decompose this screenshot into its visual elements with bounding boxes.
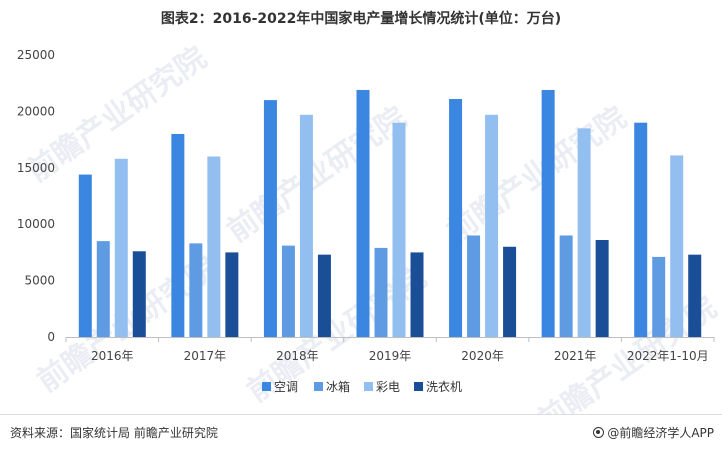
y-tick-label: 25000 — [17, 48, 55, 62]
bar-冰箱 — [374, 247, 388, 337]
bar-洗衣机 — [132, 251, 146, 337]
x-tick-label: 2016年 — [91, 349, 134, 363]
bar-冰箱 — [281, 245, 295, 337]
legend-label: 冰箱 — [326, 379, 350, 394]
footer: 资料来源：国家统计局 前瞻产业研究院 @前瞻经济学人APP — [0, 414, 722, 450]
credit-text: @前瞻经济学人APP — [607, 426, 714, 440]
bar-洗衣机 — [410, 252, 424, 337]
x-tick-label: 2019年 — [369, 349, 412, 363]
bar-彩电 — [577, 128, 591, 337]
bar-洗衣机 — [317, 254, 331, 337]
x-tick-label: 2020年 — [461, 349, 504, 363]
bar-空调 — [541, 89, 555, 337]
bar-彩电 — [485, 114, 499, 337]
bar-空调 — [263, 100, 277, 338]
bar-洗衣机 — [688, 254, 702, 337]
bar-彩电 — [207, 156, 221, 337]
bar-冰箱 — [559, 235, 573, 337]
y-tick-label: 15000 — [17, 161, 55, 175]
bar-chart: 0 5000 10000 15000 20000 25000 2016年 2017年 2018年… — [17, 48, 715, 394]
bar-空调 — [356, 89, 370, 337]
legend-swatch-洗衣机 — [414, 382, 423, 391]
x-tick-label: 2017年 — [184, 349, 227, 363]
credit: @前瞻经济学人APP — [593, 424, 714, 441]
legend-swatch-彩电 — [364, 382, 373, 391]
legend-swatch-空调 — [262, 382, 271, 391]
bar-彩电 — [670, 155, 684, 337]
legend-label: 空调 — [274, 380, 298, 394]
y-tick-label: 20000 — [17, 104, 55, 118]
bar-空调 — [171, 133, 185, 337]
bar-冰箱 — [189, 243, 203, 337]
bar-空调 — [78, 174, 92, 337]
bar-冰箱 — [652, 256, 666, 337]
bar-空调 — [449, 98, 463, 337]
bar-冰箱 — [467, 235, 481, 337]
bar-彩电 — [299, 114, 313, 337]
legend-swatch-冰箱 — [314, 382, 323, 391]
legend-label: 洗衣机 — [426, 379, 462, 394]
x-tick-label: 2018年 — [276, 349, 319, 363]
bar-洗衣机 — [503, 246, 517, 337]
bar-空调 — [634, 122, 648, 338]
source-note: 资料来源：国家统计局 前瞻产业研究院 — [10, 426, 218, 440]
x-tick-label: 2022年1-10月 — [627, 349, 709, 363]
qianzhan-logo-icon — [593, 427, 605, 438]
bar-彩电 — [114, 158, 128, 337]
y-tick-label: 5000 — [24, 274, 55, 288]
bar-洗衣机 — [225, 252, 239, 337]
x-tick-label: 2021年 — [554, 349, 597, 363]
chart-title: 图表2：2016-2022年中国家电产量增长情况统计(单位：万台) — [160, 11, 562, 27]
y-tick-label: 0 — [47, 330, 55, 344]
bar-彩电 — [392, 122, 406, 338]
bar-冰箱 — [96, 241, 110, 337]
legend-label: 彩电 — [376, 380, 400, 394]
bar-洗衣机 — [595, 239, 609, 337]
y-tick-label: 10000 — [17, 217, 55, 231]
